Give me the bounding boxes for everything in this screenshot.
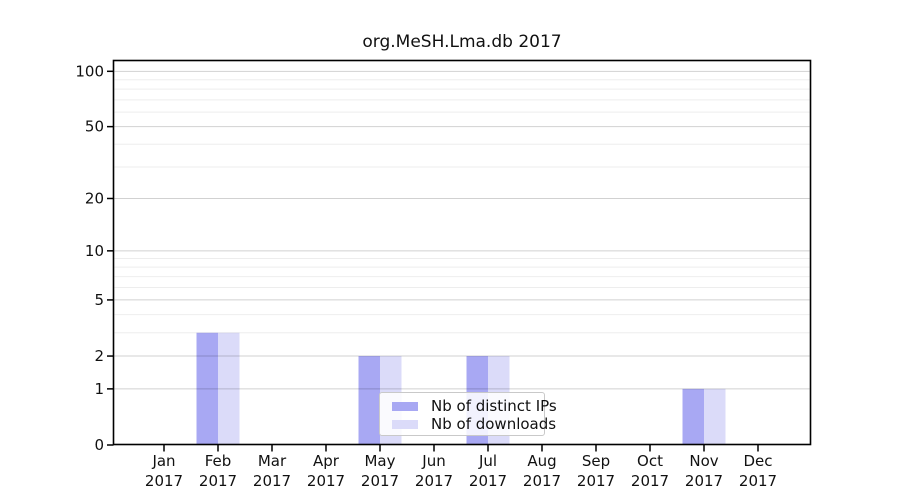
bar-nb-of-downloads-feb bbox=[218, 332, 240, 445]
legend-label-downloads: Nb of downloads bbox=[431, 415, 557, 433]
y-tick-label: 100 bbox=[75, 62, 104, 80]
x-year-label: 2017 bbox=[361, 472, 399, 490]
y-tick-label: 0 bbox=[94, 436, 104, 454]
y-tick-label: 2 bbox=[94, 347, 104, 365]
x-year-label: 2017 bbox=[523, 472, 561, 490]
x-month-label: May bbox=[364, 452, 395, 470]
x-year-label: 2017 bbox=[631, 472, 669, 490]
x-year-label: 2017 bbox=[739, 472, 777, 490]
bar-nb-of-distinct-ips-feb bbox=[196, 332, 218, 445]
legend-row-distinct-ips: Nb of distinct IPs bbox=[386, 397, 557, 415]
x-year-label: 2017 bbox=[253, 472, 291, 490]
x-month-label: Jan bbox=[151, 452, 175, 470]
x-year-label: 2017 bbox=[307, 472, 345, 490]
y-tick-label: 20 bbox=[85, 189, 104, 207]
legend-label-distinct-ips: Nb of distinct IPs bbox=[431, 397, 557, 415]
legend-swatch-distinct-ips bbox=[392, 401, 418, 411]
x-year-label: 2017 bbox=[469, 472, 507, 490]
y-tick-label: 5 bbox=[94, 291, 104, 309]
x-year-label: 2017 bbox=[145, 472, 183, 490]
bar-nb-of-distinct-ips-may bbox=[358, 356, 380, 445]
x-month-label: Dec bbox=[743, 452, 772, 470]
x-month-label: Feb bbox=[205, 452, 232, 470]
chart-title: org.MeSH.Lma.db 2017 bbox=[362, 32, 562, 52]
x-month-label: Sep bbox=[582, 452, 610, 470]
bar-nb-of-distinct-ips-nov bbox=[682, 388, 704, 445]
x-month-label: Apr bbox=[313, 452, 340, 470]
plot-border bbox=[112, 59, 812, 446]
x-year-label: 2017 bbox=[577, 472, 615, 490]
x-month-label: Nov bbox=[689, 452, 718, 470]
x-month-label: Oct bbox=[637, 452, 663, 470]
x-year-label: 2017 bbox=[199, 472, 237, 490]
x-year-label: 2017 bbox=[415, 472, 453, 490]
bar-nb-of-downloads-nov bbox=[704, 388, 726, 445]
x-month-label: Jun bbox=[421, 452, 445, 470]
y-tick-label: 10 bbox=[85, 242, 104, 260]
x-year-label: 2017 bbox=[685, 472, 723, 490]
x-month-label: Jul bbox=[478, 452, 497, 470]
y-tick-label: 1 bbox=[94, 380, 104, 398]
legend-row-downloads: Nb of downloads bbox=[386, 415, 556, 433]
legend: Nb of distinct IPs Nb of downloads bbox=[379, 392, 557, 436]
y-tick-label: 50 bbox=[85, 118, 104, 136]
x-month-label: Aug bbox=[527, 452, 556, 470]
legend-swatch-downloads bbox=[392, 419, 418, 429]
x-month-label: Mar bbox=[258, 452, 287, 470]
